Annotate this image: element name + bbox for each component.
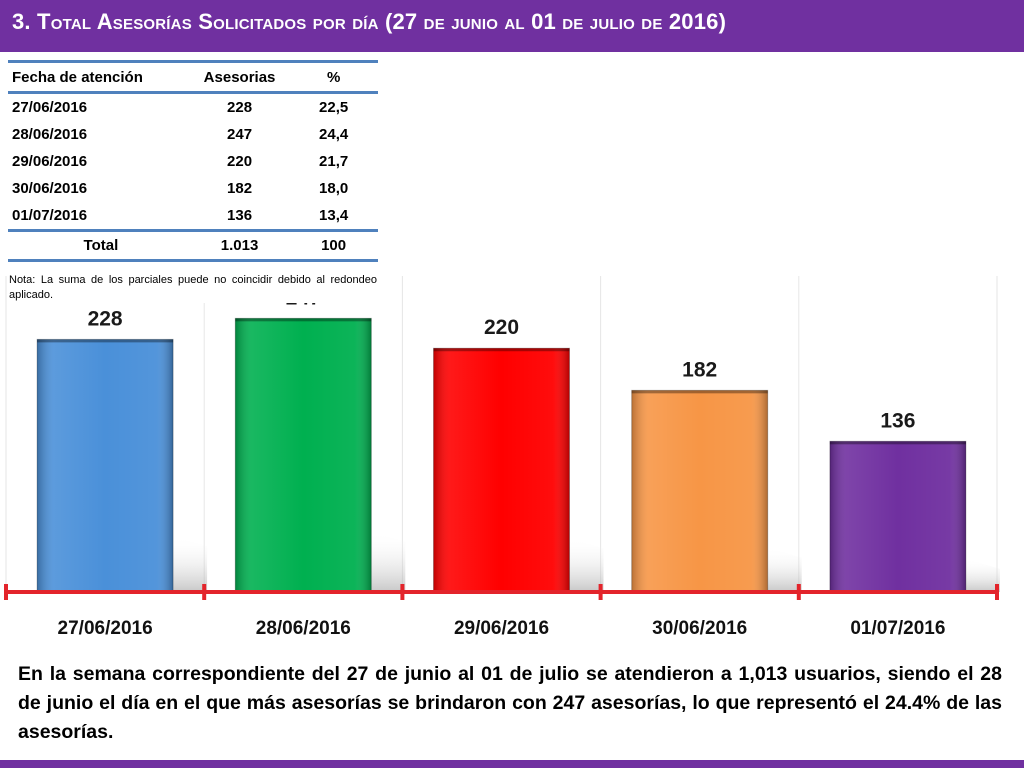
cell-percent: 22,5 <box>319 99 349 116</box>
cell-percent: 13,4 <box>319 207 349 224</box>
category-label: 28/06/2016 <box>256 618 351 639</box>
chart-gridlines <box>5 276 998 592</box>
cell-percent: 18,0 <box>319 180 349 197</box>
bar-shadow <box>767 547 802 592</box>
table-row: 28/06/2016 247 24,4 <box>8 121 378 148</box>
bar-shadow <box>965 558 1000 592</box>
data-label: 220 <box>484 316 519 339</box>
bar-shine <box>829 441 966 592</box>
data-table: Fecha de atención Asesorias % 27/06/2016… <box>8 60 378 262</box>
bar-shadow <box>569 538 604 592</box>
bar-shine <box>37 339 174 592</box>
cell-date: 28/06/2016 <box>12 126 88 143</box>
total-percent: 100 <box>321 237 347 254</box>
category-label: 27/06/2016 <box>58 618 153 639</box>
cell-date: 01/07/2016 <box>12 207 88 224</box>
header-percent: % <box>326 68 341 86</box>
bar-shadow <box>371 531 406 592</box>
data-label: 136 <box>880 409 915 432</box>
cell-date: 30/06/2016 <box>12 180 88 197</box>
cell-count: 247 <box>227 126 253 143</box>
category-label: 30/06/2016 <box>652 618 747 639</box>
header-date: Fecha de atención <box>12 68 143 86</box>
category-labels: 27/06/2016 28/06/2016 29/06/2016 30/06/2016… <box>58 618 946 639</box>
table-row: 01/07/2016 136 13,4 <box>8 202 378 231</box>
bars <box>36 317 967 593</box>
cell-percent: 24,4 <box>319 126 349 143</box>
bar-top-edge <box>433 348 570 352</box>
cell-count: 220 <box>227 153 253 170</box>
table-total-row: Total 1.013 100 <box>8 230 378 261</box>
table-row: 27/06/2016 228 22,5 <box>8 93 378 122</box>
bar-shadow <box>173 536 208 592</box>
bottom-bar <box>0 760 1024 768</box>
data-label: 228 <box>88 307 123 330</box>
bar-shine <box>631 390 768 592</box>
bar-top-edge <box>37 339 174 343</box>
category-label: 01/07/2016 <box>850 618 945 639</box>
cell-count: 228 <box>227 99 253 116</box>
data-label: 182 <box>682 358 717 381</box>
bar-top-edge <box>829 441 966 445</box>
bar-shine <box>235 318 372 592</box>
total-count: 1.013 <box>220 237 259 254</box>
cell-count: 136 <box>227 207 253 224</box>
cell-date: 29/06/2016 <box>12 153 88 170</box>
bar-shadows <box>173 531 1000 592</box>
bar-chart: 228247220182136 27/06/201628/06/201629/0… <box>4 276 1000 639</box>
bar-top-edge <box>631 390 768 394</box>
title-bar: 3. Total Asesorías Solicitados por día (… <box>0 0 1024 52</box>
bar-top-edge <box>235 318 372 322</box>
table-row: 29/06/2016 220 21,7 <box>8 148 378 175</box>
total-label: Total <box>83 237 119 254</box>
table-row: 30/06/2016 182 18,0 <box>8 175 378 202</box>
slide-title: 3. Total Asesorías Solicitados por día (… <box>12 9 727 34</box>
cell-count: 182 <box>227 180 253 197</box>
category-label: 29/06/2016 <box>454 618 549 639</box>
bar-shine <box>433 348 570 592</box>
rounding-note: Nota: La suma de los parciales puede no … <box>9 273 377 303</box>
cell-date: 27/06/2016 <box>12 99 88 116</box>
header-count: Asesorias <box>203 68 276 86</box>
x-axis <box>4 584 999 600</box>
table-header-row: Fecha de atención Asesorias % <box>8 61 378 93</box>
cell-percent: 21,7 <box>319 153 349 170</box>
summary-text: En la semana correspondiente del 27 de j… <box>18 663 1002 743</box>
